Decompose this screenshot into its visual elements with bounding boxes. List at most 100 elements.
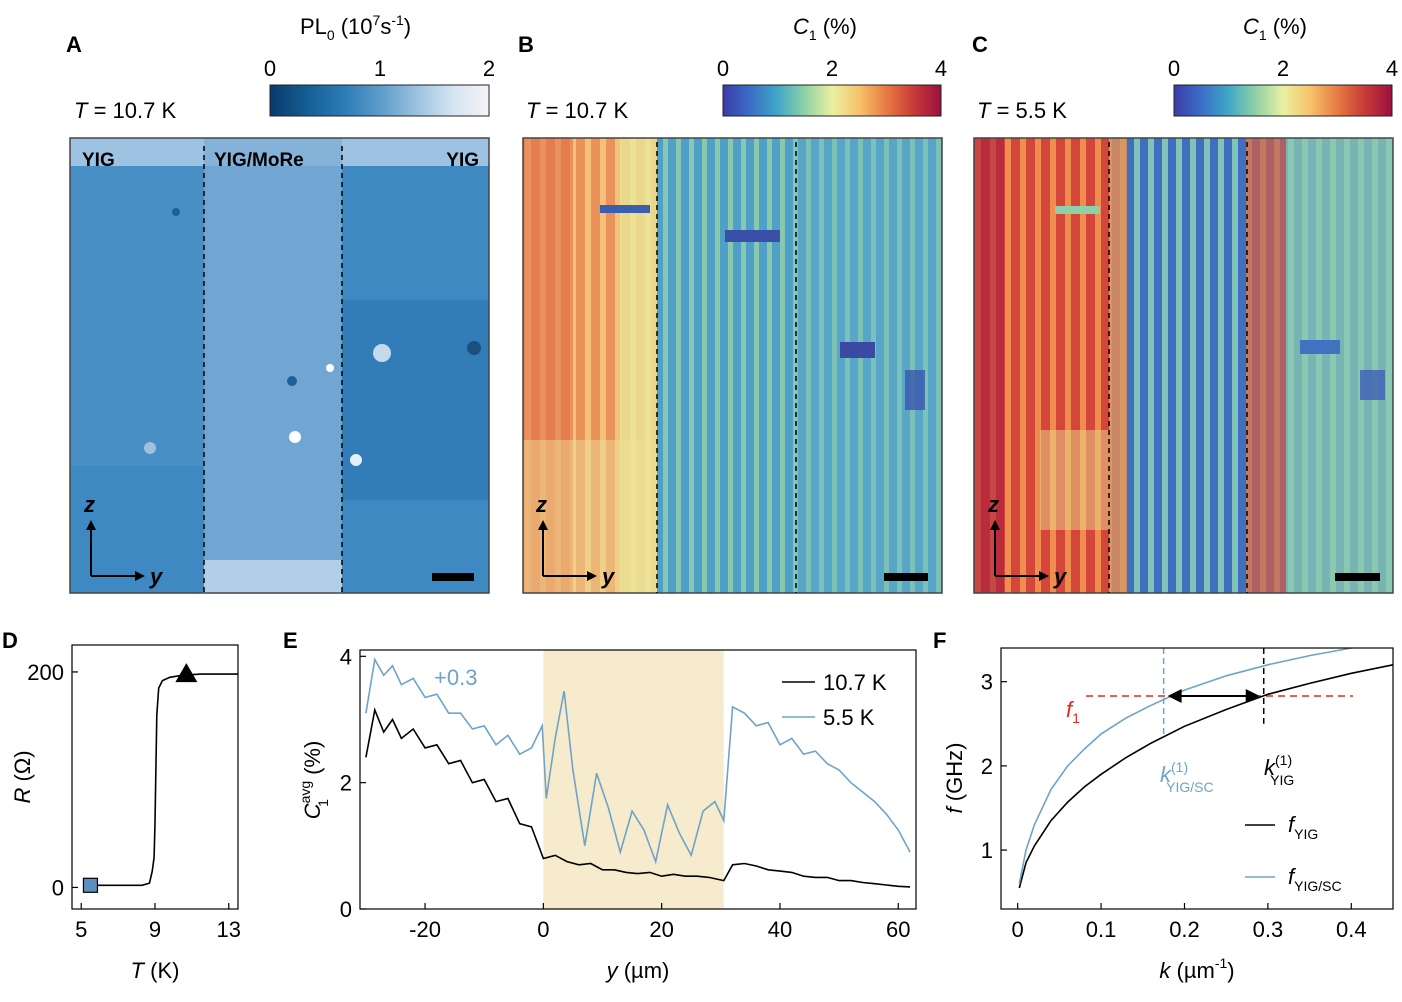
legend-label-10-7k: 10.7 K [823,670,887,695]
colorbar-tick-c-1: 2 [1277,56,1289,81]
scale-bar-b [884,573,928,581]
colorbar-label-b: C1 (%) [793,14,857,43]
colorbar-tick-b-0: 0 [717,56,729,81]
colorbar-label-a: PL0 (107s-1) [300,12,411,43]
temperature-label-c-value: = 5.5 K [990,98,1067,123]
y-axis-label-c: y [1053,564,1068,589]
temperature-label-c-t: T [977,98,992,123]
colorbar-tick-c-2: 4 [1386,56,1398,81]
y-tick-label-d: 200 [27,660,64,685]
legend-label-f-yig-sc-sub: YIG/SC [1294,878,1341,894]
scale-bar-a [432,573,474,581]
temperature-label-a-t: T [74,98,89,123]
colorbar-label-c-sub: 1 [1259,27,1267,43]
x-tick-label-f: 0.2 [1169,917,1200,942]
colorbar-tick-a-2: 2 [483,56,495,81]
panel-letter-e: E [283,628,298,653]
temperature-label-b-t: T [526,98,541,123]
series-line-f-yig-sc [1018,647,1352,884]
y-tick-label-f: 3 [981,670,993,695]
y-axis-label-d: R (Ω) [10,750,35,803]
z-axis-label-b: z [535,492,547,517]
f1-label-sub: 1 [1072,710,1080,726]
x-tick-label-e: 40 [768,917,792,942]
series-line-10-7k [365,707,911,888]
y-tick-label-e: 0 [340,897,352,922]
k-yig-sc-label: k(1) YIG/SC [1160,759,1214,795]
series-line-f-yig [1018,664,1394,889]
colorbar-label-c-unit: (%) [1273,14,1307,39]
series-line-5-5k [365,657,911,865]
offset-annotation-e: +0.3 [434,665,477,690]
scale-bar-c [1335,573,1380,581]
f1-label: f1 [1066,697,1080,726]
legend-label-f-yig-sc: fYIG/SC [1288,864,1342,894]
y-axis-label-e-sub: 1 [315,799,331,807]
region-label-yig-right: YIG [446,150,479,171]
colorbar-label-a-sub: 0 [327,27,335,43]
colorbar-tick-a-1: 1 [374,56,386,81]
x-tick-label-f: 0.1 [1086,917,1117,942]
marker-triangle [175,663,198,683]
temperature-label-a: T = 10.7 K [74,98,176,123]
k-yig-sc-label-sup: (1) [1171,759,1188,775]
colorbar-b [722,84,942,117]
colorbar-label-a-exp: 7 [373,12,381,28]
y-axis-label-b: y [601,564,616,589]
x-tick-label-f: 0.3 [1253,917,1284,942]
panel-a: A PL0 (107s-1) 0 1 2 T = 10.7 K YIG YIG/M… [66,12,495,594]
panel-b: B C1 (%) 0 2 4 T = 10.7 K z y [518,14,947,594]
panel-d: D 5 9 13 0 200 T (K) R (Ω) [2,628,241,983]
colorbar-tick-b-2: 4 [935,56,947,81]
k-yig-sc-label-sub: YIG/SC [1166,779,1213,795]
colorbar-label-a-unit: (10 [341,14,373,39]
y-axis-label-e-sup: avg [297,781,313,804]
y-axis-label-d-unit: (Ω) [10,750,35,787]
y-tick-label-e: 2 [340,771,352,796]
colorbar-label-b-unit: (%) [823,14,857,39]
marker-square [82,877,99,893]
x-tick-label-e: 0 [537,917,549,942]
x-axis-label-f-sup: -1 [1215,955,1228,971]
colorbar-c [1173,84,1393,117]
x-axis-label-e-unit: (µm) [618,958,670,983]
shaded-region-more [543,650,724,909]
f1-label-main: f [1066,697,1075,722]
x-tick-label-f: 0.4 [1336,917,1367,942]
x-tick-label-e: -20 [409,917,441,942]
x-tick-label-d: 9 [149,917,161,942]
region-label-yig-left: YIG [82,150,115,171]
panel-c: C C1 (%) 0 2 4 T = 5.5 K z y [972,14,1398,594]
region-label-yig-more: YIG/MoRe [214,150,304,171]
z-axis-label-a: z [83,492,95,517]
series-line-r-vs-t [90,673,238,887]
panel-letter-a: A [66,32,82,57]
y-axis-label-e-unit: (%) [300,741,325,781]
colorbar-label-a-close: ) [404,14,411,39]
colorbar-label-b-main: C [793,14,809,39]
temperature-label-b: T = 10.7 K [526,98,628,123]
x-axis-label-d-var: T [131,958,146,983]
x-tick-label-f: 0 [1012,917,1024,942]
panel-letter-b: B [518,32,534,57]
legend-label-f-yig-sc-main: f [1288,864,1297,889]
x-tick-label-d: 13 [217,917,241,942]
x-axis-label-f-unit: (µm [1170,958,1214,983]
colorbar-label-b-sub: 1 [809,27,817,43]
legend-label-5-5k: 5.5 K [823,705,875,730]
x-axis-label-e-var: y [605,958,620,983]
temperature-label-b-value: = 10.7 K [539,98,628,123]
legend-label-f-yig-sub: YIG [1294,826,1318,842]
y-axis-label-f: f (GHz) [942,743,967,814]
k-shift-arrowhead-right [1245,688,1260,703]
plot-frame-f [1000,647,1394,910]
x-tick-label-d: 5 [75,917,87,942]
colorbar-tick-c-0: 0 [1168,56,1180,81]
legend-f: f YIG fYIG/SC [1245,812,1342,894]
x-axis-label-f-var: k [1159,958,1171,983]
y-tick-label-f: 2 [981,754,993,779]
legend-e: 10.7 K 5.5 K [782,670,887,730]
panel-letter-c: C [972,32,988,57]
colorbar-label-c: C1 (%) [1243,14,1307,43]
plot-frame-e [359,649,917,910]
